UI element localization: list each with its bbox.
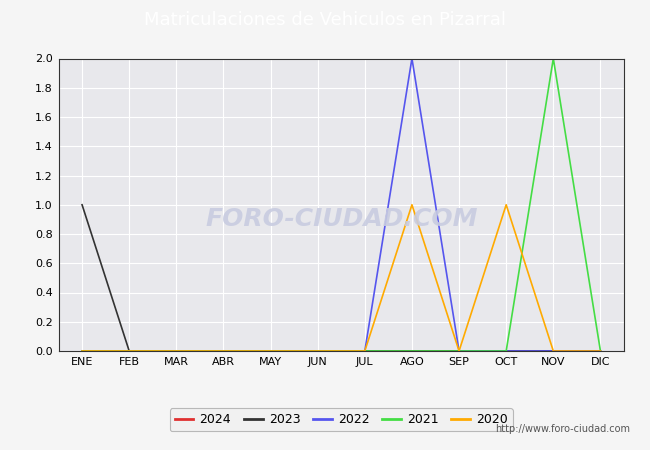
Text: Matriculaciones de Vehiculos en Pizarral: Matriculaciones de Vehiculos en Pizarral [144,11,506,29]
Legend: 2024, 2023, 2022, 2021, 2020: 2024, 2023, 2022, 2021, 2020 [170,409,513,432]
Text: FORO-CIUDAD.COM: FORO-CIUDAD.COM [205,207,478,231]
Text: http://www.foro-ciudad.com: http://www.foro-ciudad.com [495,424,630,434]
